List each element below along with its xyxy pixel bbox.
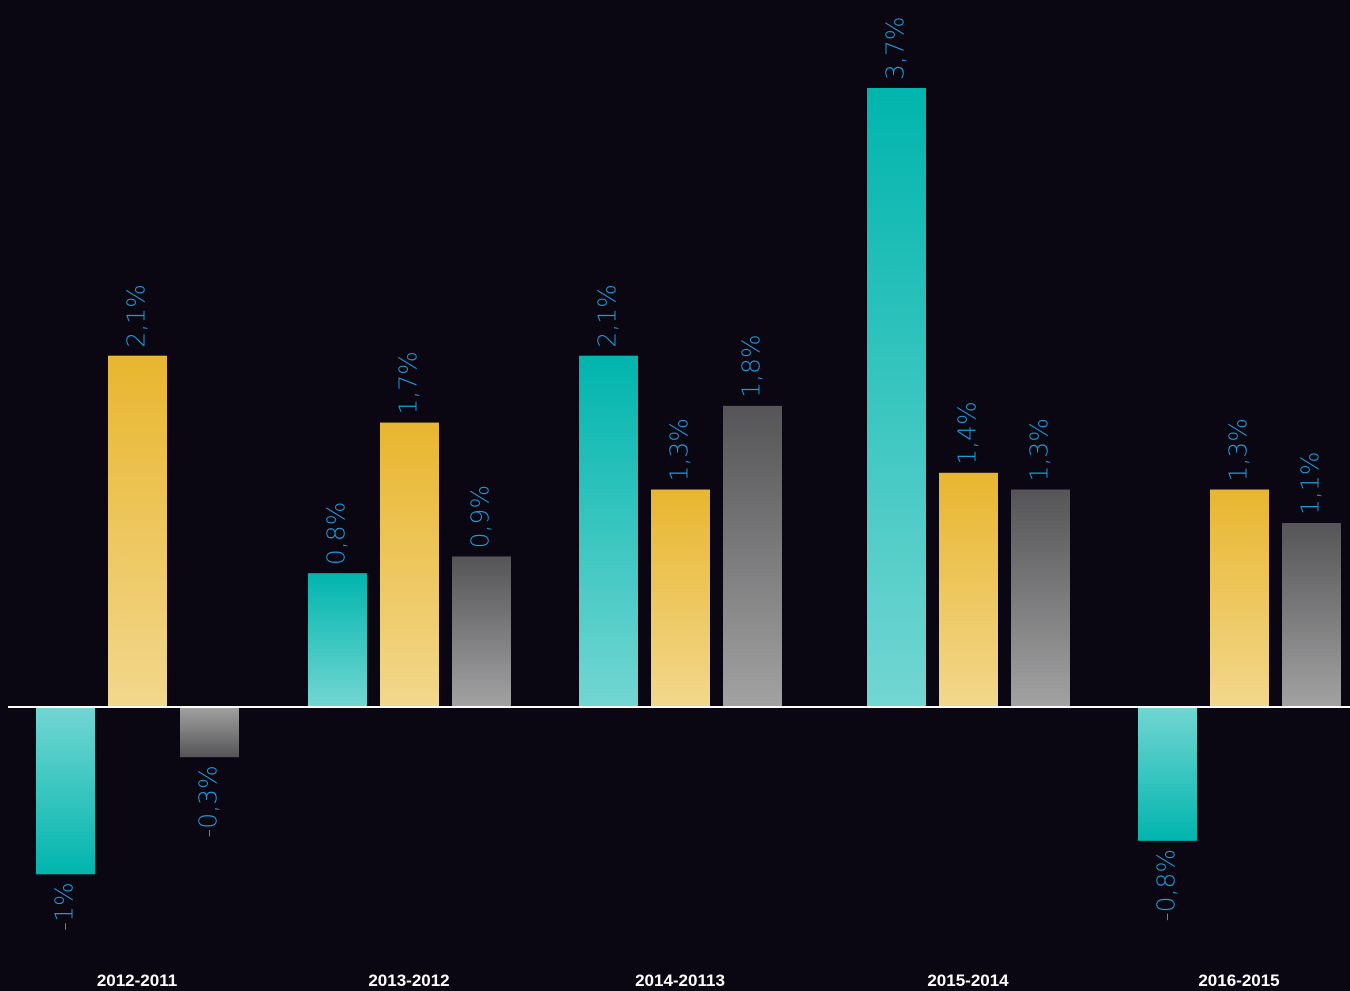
x-tick-label: 2012-2011 (97, 971, 177, 990)
value-label: 1,3% (665, 418, 694, 482)
bar (939, 472, 998, 707)
value-label: 1,3% (1224, 418, 1253, 482)
value-label: 1,7% (394, 351, 423, 415)
value-label: 0,8% (322, 502, 351, 566)
bar (1138, 707, 1197, 841)
value-label: 1,8% (737, 334, 766, 398)
value-label: -0,8% (1152, 849, 1181, 922)
bar (1282, 522, 1341, 707)
value-label: -0,3% (194, 765, 223, 838)
bar (452, 556, 511, 707)
bar (579, 355, 638, 707)
value-label: 1,1% (1296, 451, 1325, 515)
bar (1210, 489, 1269, 707)
bar (1011, 489, 1070, 707)
bar (651, 489, 710, 707)
bar (308, 573, 367, 707)
x-tick-label: 2014-20113 (635, 971, 725, 990)
bar (180, 707, 239, 758)
bar (108, 355, 167, 707)
x-tick-label: 2016-2015 (1198, 971, 1279, 990)
value-label: -1% (50, 882, 79, 931)
value-label: 2,1% (593, 284, 622, 348)
bar (723, 405, 782, 707)
x-tick-label: 2013-2012 (368, 971, 449, 990)
value-label: 1,3% (1025, 418, 1054, 482)
value-label: 3,7% (881, 16, 910, 80)
value-label: 1,4% (953, 401, 982, 465)
bar (867, 88, 926, 707)
bar (36, 707, 95, 875)
value-label: 0,9% (466, 485, 495, 549)
x-tick-label: 2015-2014 (927, 971, 1009, 990)
bar (380, 422, 439, 707)
value-label: 2,1% (122, 284, 151, 348)
